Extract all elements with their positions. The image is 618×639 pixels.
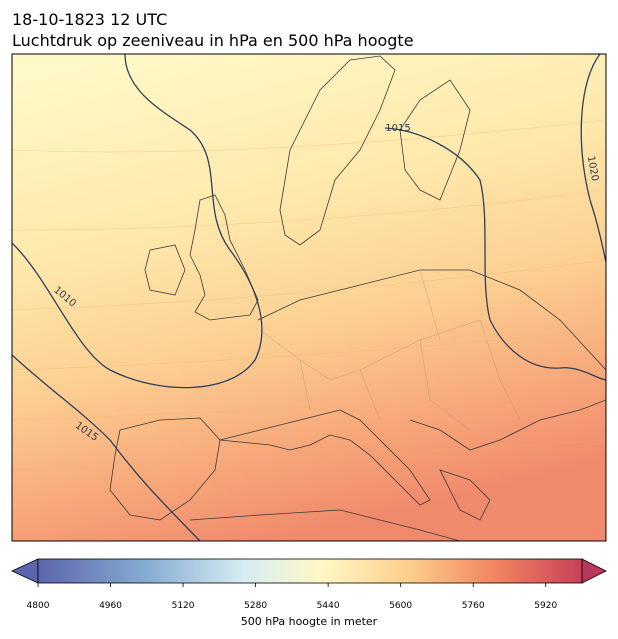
colorbar: [11, 558, 607, 584]
scandinavia: [279, 55, 471, 246]
height-bands: [12, 119, 606, 471]
isobar-label: 1020: [585, 155, 600, 182]
isobar: [384, 127, 606, 381]
iberia: [109, 417, 221, 521]
colorbar-tick-label: 5760: [462, 601, 485, 611]
title: 18-10-1823 12 UTC: [12, 10, 167, 29]
colorbar-tick-label: 4800: [27, 601, 50, 611]
colorbar-label: 500 hPa hoogte in meter: [241, 615, 378, 628]
colorbar-tick-label: 4960: [99, 601, 122, 611]
colorbar-tick-label: 5120: [172, 601, 195, 611]
colorbar-extend-low: [11, 558, 39, 584]
map-frame: [11, 53, 607, 542]
country-borders: [259, 269, 521, 431]
colorbar-tick-label: 5920: [534, 601, 557, 611]
british-isles: [144, 194, 259, 321]
colorbar-tick-label: 5600: [389, 601, 412, 611]
subtitle: Luchtdruk op zeeniveau in hPa en 500 hPa…: [12, 31, 414, 50]
italy-coast: [219, 409, 431, 506]
colorbar-extend-high: [581, 558, 607, 584]
isobar: [12, 354, 201, 541]
colorbar-tick-label: 5280: [244, 601, 267, 611]
isobar-label: 1015: [385, 123, 410, 134]
balkans-coast: [189, 399, 606, 541]
colorbar-tick-label: 5440: [317, 601, 340, 611]
map: 1015 1010 1015 1020: [12, 54, 606, 541]
isobar: [580, 54, 606, 263]
colorbar-body: [37, 558, 583, 584]
isobar: [12, 54, 263, 389]
